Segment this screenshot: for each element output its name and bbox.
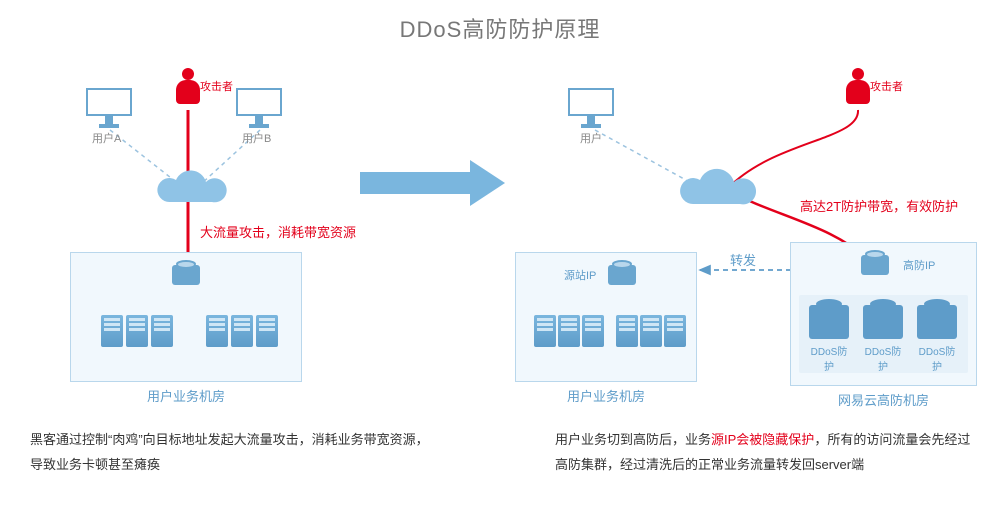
ddos-node-icon: [863, 305, 903, 339]
server-icon: [558, 315, 580, 347]
router-icon: [861, 255, 889, 275]
ha-dc-label: 网易云高防机房: [791, 390, 976, 409]
router-icon: [608, 265, 636, 285]
user-dc-label: 用户业务机房: [71, 386, 301, 405]
ddos-node-label: DDoS防护: [915, 343, 959, 373]
ha-ip-label: 高防IP: [903, 257, 935, 273]
attacker-icon: [176, 68, 200, 104]
attack-note: 大流量攻击，消耗带宽资源: [200, 222, 356, 241]
right-desc-pre: 用户业务切到高防后，业务: [555, 432, 711, 447]
ddos-node-icon: [809, 305, 849, 339]
server-icon: [664, 315, 686, 347]
ha-dc-panel: 高防IP DDoS防护 DDoS防护 DDoS防护 网易云高防机房: [790, 242, 977, 386]
left-description: 黑客通过控制“肉鸡”向目标地址发起大流量攻击，消耗业务带宽资源，导致业务卡顿甚至…: [30, 428, 430, 477]
router-icon: [172, 265, 200, 285]
attacker-label: 攻击者: [200, 78, 233, 94]
server-icon: [206, 315, 228, 347]
server-icon: [151, 315, 173, 347]
user-label: 用户: [580, 130, 602, 146]
attacker-label: 攻击者: [870, 78, 903, 94]
user-a-icon: [86, 88, 132, 128]
user-dc-panel: 用户业务机房: [70, 252, 302, 382]
user-icon: [568, 88, 614, 128]
origin-dc-label: 用户业务机房: [516, 386, 696, 405]
server-icon: [534, 315, 556, 347]
server-icon: [126, 315, 148, 347]
origin-ip-label: 源站IP: [564, 267, 596, 283]
ddos-node-icon: [917, 305, 957, 339]
right-desc-red: 源IP会被隐藏保护: [711, 432, 814, 447]
ddos-node-label: DDoS防护: [807, 343, 851, 373]
cloud-icon: [150, 168, 230, 216]
left-desc-text: 黑客通过控制“肉鸡”向目标地址发起大流量攻击，消耗业务带宽资源，导致业务卡顿甚至…: [30, 432, 429, 472]
right-description: 用户业务切到高防后，业务源IP会被隐藏保护，所有的访问流量会先经过高防集群，经过…: [555, 428, 975, 477]
ddos-node-label: DDoS防护: [861, 343, 905, 373]
user-b-icon: [236, 88, 282, 128]
server-icon: [616, 315, 638, 347]
server-icon: [101, 315, 123, 347]
server-icon: [231, 315, 253, 347]
server-icon: [582, 315, 604, 347]
protection-note: 高达2T防护带宽，有效防护: [800, 196, 958, 215]
forward-label: 转发: [730, 250, 756, 269]
user-b-label: 用户B: [242, 130, 271, 146]
server-icon: [256, 315, 278, 347]
page-title: DDoS高防防护原理: [0, 12, 1000, 44]
origin-dc-panel: 源站IP 用户业务机房: [515, 252, 697, 382]
attacker-icon: [846, 68, 870, 104]
user-a-label: 用户A: [92, 130, 121, 146]
cloud-icon: [672, 168, 762, 220]
server-icon: [640, 315, 662, 347]
